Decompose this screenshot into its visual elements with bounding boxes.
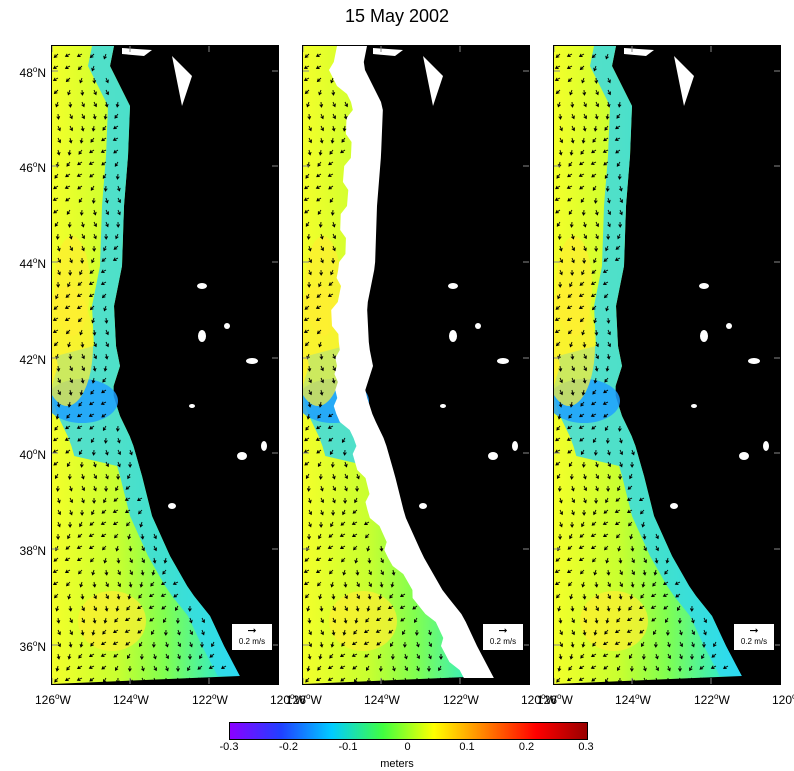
- latitude-label: 38oN: [19, 543, 46, 558]
- latitude-label: 44oN: [19, 256, 46, 271]
- sea-surface-map: [554, 46, 780, 684]
- inland-water-body: [691, 404, 697, 408]
- inland-water-body: [246, 358, 258, 364]
- puget-sound: [373, 48, 443, 106]
- scale-arrow-icon: ➞: [498, 625, 508, 637]
- ocean-field: [554, 46, 742, 684]
- inland-water-body: [168, 503, 176, 509]
- velocity-vectors: [52, 53, 227, 684]
- colorbar-label: meters: [380, 758, 414, 770]
- inland-water-body: [261, 441, 267, 451]
- inland-water-body: [189, 404, 195, 408]
- velocity-vectors: [554, 53, 729, 684]
- longitude-label: 124oW: [113, 692, 149, 707]
- inland-water-body: [449, 330, 457, 342]
- inland-water-body: [726, 323, 732, 329]
- velocity-scale-box: ➞ 0.2 m/s: [482, 623, 524, 651]
- longitude-label: 126oW: [286, 692, 322, 707]
- longitude-label: 120oW: [270, 692, 306, 707]
- high-height-region: [580, 591, 648, 651]
- high-height-region: [329, 591, 397, 651]
- inland-water-body: [670, 503, 678, 509]
- scale-arrow-icon: ➞: [247, 625, 257, 637]
- colorbar-tick-label: -0.3: [219, 741, 239, 753]
- longitude-label: 122oW: [443, 692, 479, 707]
- axis-ticks: [52, 46, 278, 684]
- longitude-label: 124oW: [364, 692, 400, 707]
- colorbar-tick-label: 0.3: [578, 741, 594, 753]
- colorbar-tick-label: -0.1: [338, 741, 358, 753]
- latitude-label: 48oN: [19, 65, 46, 80]
- longitude-label: 124oW: [615, 692, 651, 707]
- velocity-scale-box: ➞ 0.2 m/s: [231, 623, 273, 651]
- inland-water-body: [237, 452, 247, 460]
- inland-water-body: [419, 503, 427, 509]
- colorbar: [229, 722, 588, 740]
- longitude-label: 122oW: [192, 692, 228, 707]
- longitude-label: 120oW: [521, 692, 557, 707]
- inland-water-body: [224, 323, 230, 329]
- missing-data-gap: [329, 46, 494, 678]
- latitude-label: 40oN: [19, 447, 46, 462]
- longitude-label: 120oW: [772, 692, 794, 707]
- inland-water-body: [699, 283, 709, 289]
- longitude-label: 126oW: [35, 692, 71, 707]
- axis-ticks: [554, 46, 780, 684]
- sea-surface-map: [52, 46, 278, 684]
- colorbar-tick-label: 0.2: [518, 741, 535, 753]
- inland-water-body: [763, 441, 769, 451]
- inland-water-body: [512, 441, 518, 451]
- inland-water-body: [748, 358, 760, 364]
- scale-arrow-icon: ➞: [749, 625, 759, 637]
- scale-label: 0.2 m/s: [238, 637, 266, 646]
- high-height-region: [78, 591, 146, 651]
- colorbar-tick-label: 0.1: [459, 741, 475, 753]
- scale-label: 0.2 m/s: [489, 637, 517, 646]
- inland-water-body: [197, 283, 207, 289]
- velocity-vectors: [303, 53, 454, 684]
- scale-label: 0.2 m/s: [740, 637, 768, 646]
- longitude-label: 122oW: [694, 692, 730, 707]
- velocity-scale-box: ➞ 0.2 m/s: [733, 623, 775, 651]
- map-title: 15 May 2002: [344, 6, 450, 26]
- latitude-label: 42oN: [19, 352, 46, 367]
- inland-water-body: [739, 452, 749, 460]
- latitude-label: 36oN: [19, 639, 46, 654]
- latitude-label: 46oN: [19, 160, 46, 175]
- axis-ticks: [303, 46, 529, 684]
- inland-water-body: [700, 330, 708, 342]
- ocean-field: [52, 46, 240, 684]
- colorbar-tick-label: 0: [404, 741, 411, 753]
- inland-water-body: [488, 452, 498, 460]
- map-panel-middle: [302, 45, 530, 685]
- map-panel-right: [553, 45, 781, 685]
- inland-water-body: [198, 330, 206, 342]
- inland-water-body: [475, 323, 481, 329]
- longitude-label: 126oW: [537, 692, 573, 707]
- puget-sound: [122, 48, 192, 106]
- sea-surface-map: [303, 46, 529, 684]
- colorbar-tick-label: -0.2: [279, 741, 298, 753]
- inland-water-body: [497, 358, 509, 364]
- puget-sound: [624, 48, 694, 106]
- map-panel-left: [51, 45, 279, 685]
- inland-water-body: [448, 283, 458, 289]
- inland-water-body: [440, 404, 446, 408]
